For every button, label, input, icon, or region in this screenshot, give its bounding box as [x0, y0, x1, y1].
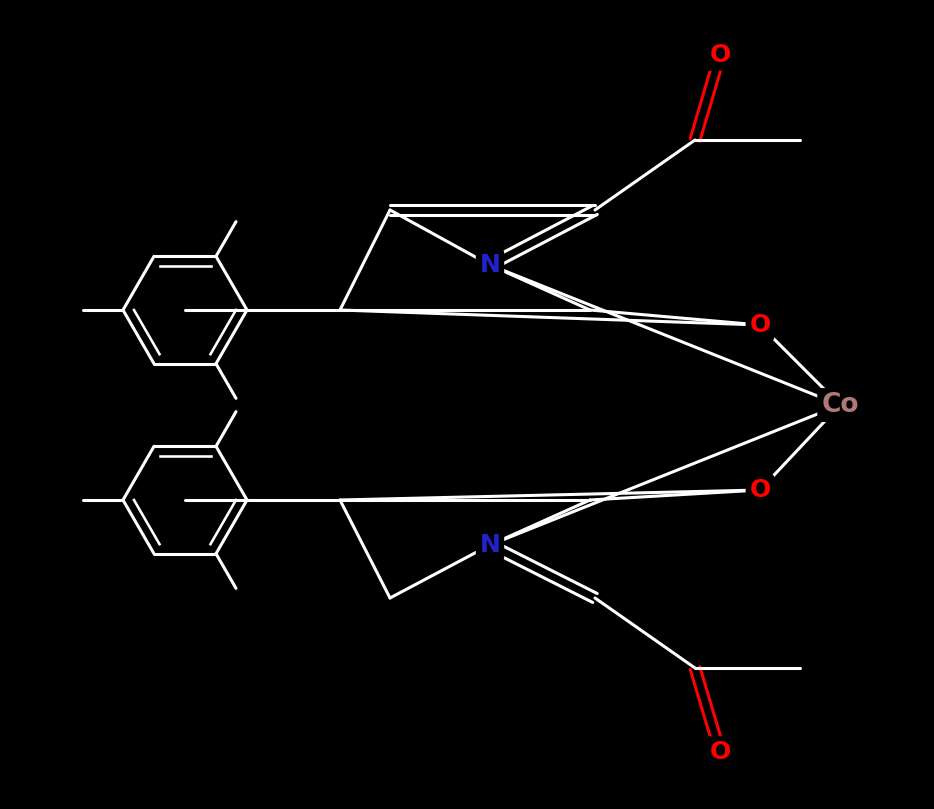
Text: Co: Co	[821, 392, 858, 418]
Text: O: O	[749, 478, 771, 502]
Text: O: O	[710, 43, 730, 67]
Text: O: O	[749, 313, 771, 337]
Text: N: N	[479, 253, 501, 277]
Text: O: O	[710, 740, 730, 764]
Text: N: N	[479, 533, 501, 557]
